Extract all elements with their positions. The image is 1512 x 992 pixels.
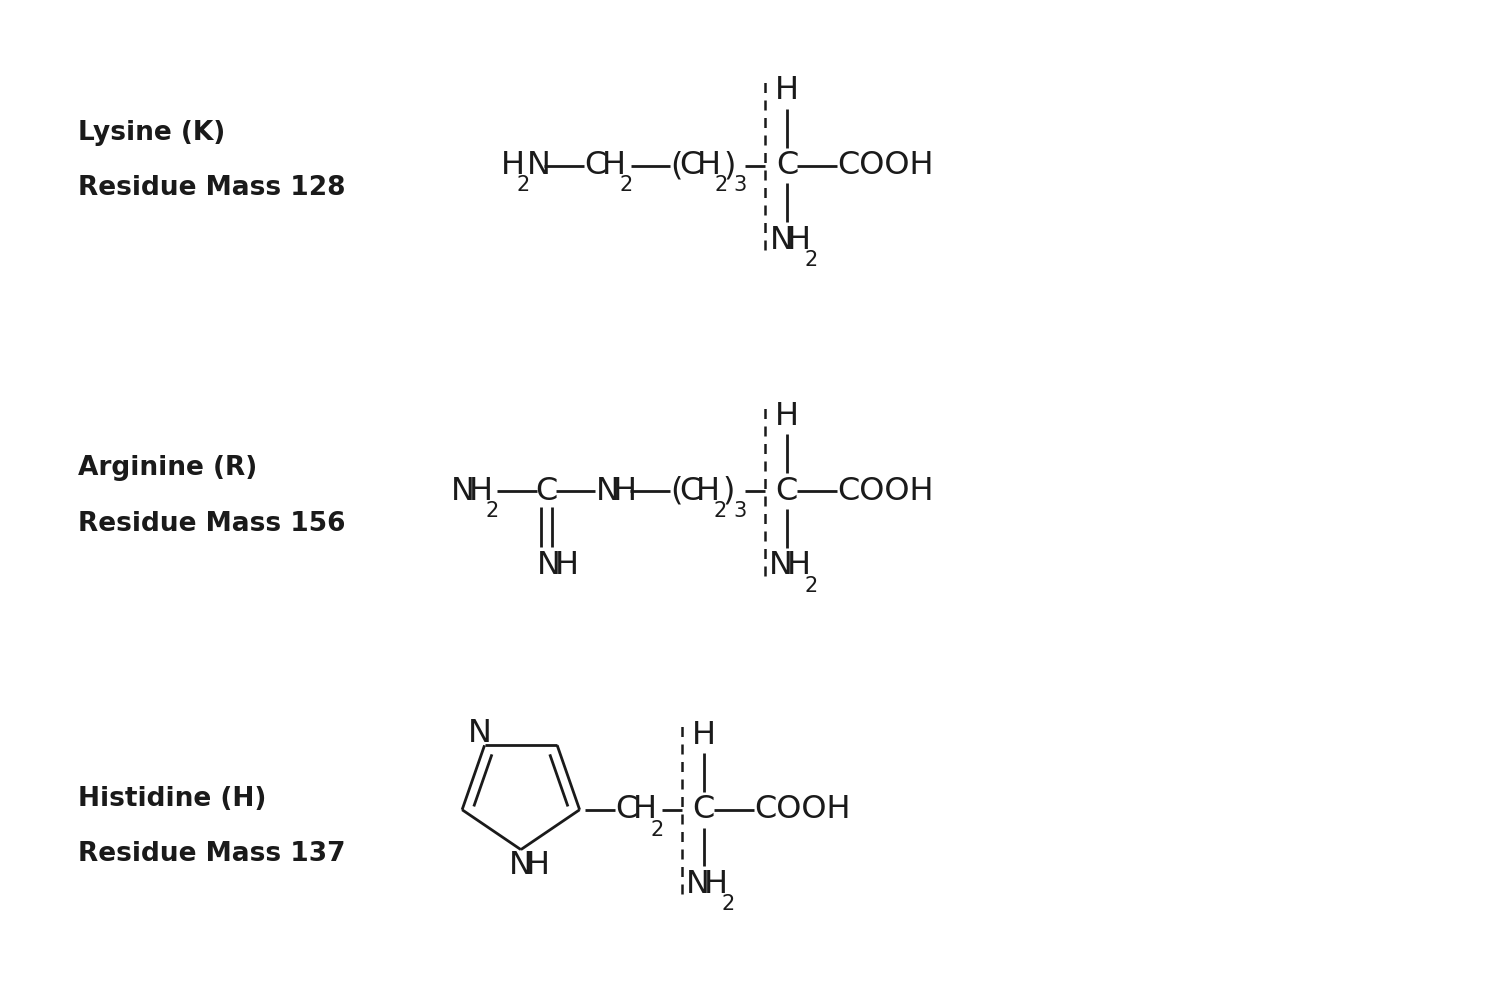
- Text: 3: 3: [733, 176, 747, 195]
- Text: Arginine (R): Arginine (R): [79, 455, 257, 481]
- Text: H: H: [786, 551, 810, 581]
- Text: H: H: [555, 551, 579, 581]
- Text: C: C: [535, 475, 556, 507]
- Text: H: H: [774, 401, 798, 432]
- Text: 2: 2: [517, 176, 529, 195]
- Text: (: (: [670, 475, 683, 507]
- Text: 3: 3: [733, 501, 747, 521]
- Text: COOH: COOH: [754, 795, 850, 825]
- Text: N: N: [537, 551, 561, 581]
- Text: Residue Mass 137: Residue Mass 137: [79, 841, 346, 867]
- Text: Residue Mass 156: Residue Mass 156: [79, 511, 346, 537]
- Text: N: N: [770, 224, 794, 256]
- Text: (: (: [670, 150, 683, 182]
- Text: 2: 2: [804, 250, 818, 270]
- Text: H: H: [697, 150, 721, 182]
- Text: 2: 2: [714, 176, 727, 195]
- Text: COOH: COOH: [838, 475, 933, 507]
- Text: C: C: [776, 150, 798, 182]
- Text: Histidine (H): Histidine (H): [79, 786, 266, 811]
- Text: N: N: [467, 718, 491, 749]
- Text: H: H: [786, 224, 810, 256]
- Text: H: H: [526, 850, 550, 881]
- Text: C: C: [615, 795, 638, 825]
- Text: H: H: [776, 75, 798, 106]
- Text: H: H: [691, 719, 715, 751]
- Text: ): ): [723, 475, 735, 507]
- Text: H: H: [500, 150, 525, 182]
- Text: 2: 2: [721, 894, 735, 915]
- Text: ): ): [723, 150, 735, 182]
- Text: 2: 2: [650, 819, 664, 839]
- Text: 2: 2: [804, 575, 818, 595]
- Text: N: N: [451, 475, 475, 507]
- Text: N: N: [596, 475, 620, 507]
- Text: N: N: [770, 551, 794, 581]
- Text: N: N: [686, 869, 711, 900]
- Text: H: H: [697, 475, 720, 507]
- Text: C: C: [679, 150, 702, 182]
- Text: H: H: [469, 475, 493, 507]
- Text: Residue Mass 128: Residue Mass 128: [79, 176, 346, 201]
- Text: H: H: [602, 150, 626, 182]
- Text: N: N: [528, 150, 550, 182]
- Text: 2: 2: [714, 501, 727, 521]
- Text: H: H: [634, 795, 656, 825]
- Text: Lysine (K): Lysine (K): [79, 120, 225, 146]
- Text: C: C: [679, 475, 702, 507]
- Text: 2: 2: [485, 501, 499, 521]
- Text: 2: 2: [618, 176, 632, 195]
- Text: C: C: [584, 150, 606, 182]
- Text: COOH: COOH: [838, 150, 934, 182]
- Text: C: C: [692, 795, 715, 825]
- Text: C: C: [776, 475, 798, 507]
- Text: N: N: [510, 850, 532, 881]
- Text: H: H: [612, 475, 637, 507]
- Text: H: H: [703, 869, 727, 900]
